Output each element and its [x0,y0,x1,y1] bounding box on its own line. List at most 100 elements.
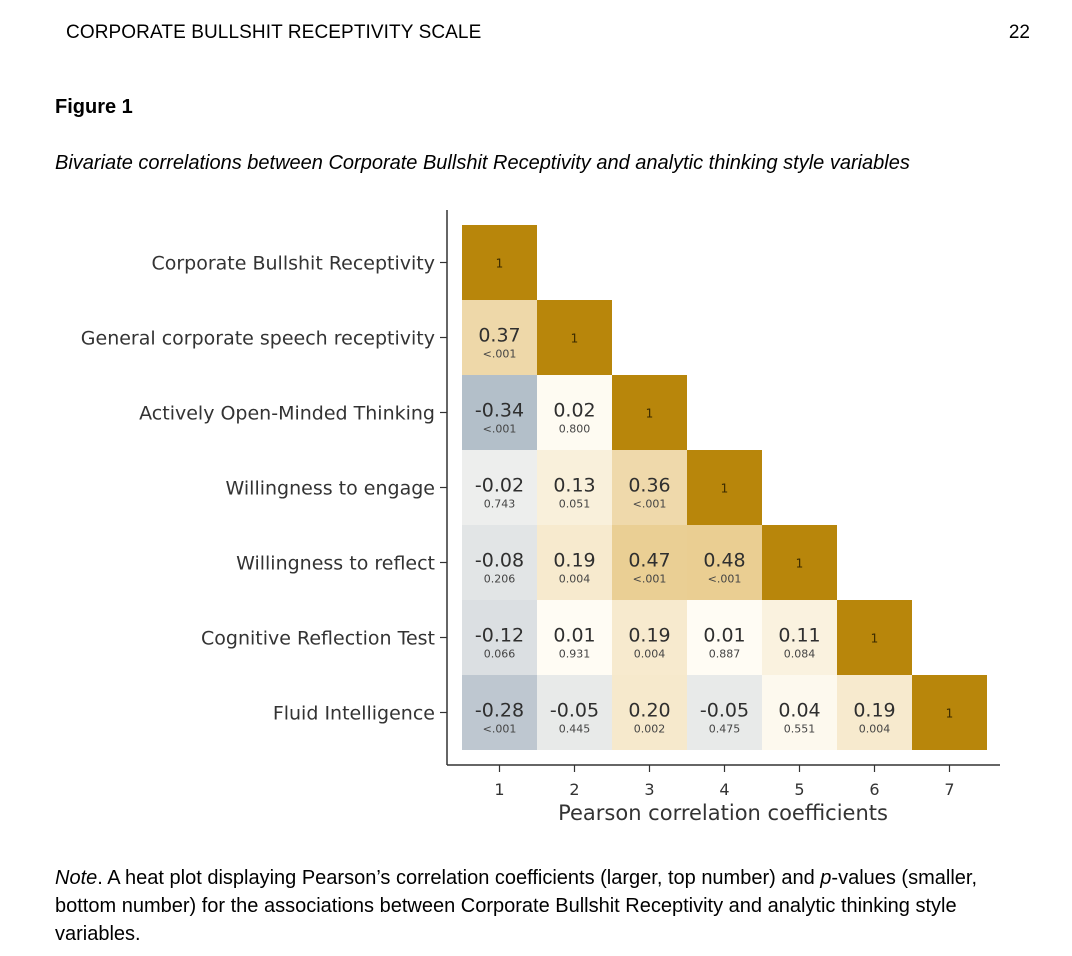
heatmap-cell [687,450,762,525]
cell-r-value: -0.05 [550,700,599,722]
heatmap-cell [612,675,687,750]
cell-r-value: 0.48 [703,550,745,572]
figure-note: Note. A heat plot displaying Pearson’s c… [55,864,1015,948]
cell-r-value: 1 [646,407,654,421]
y-tick-label: Corporate Bullshit Receptivity [151,253,435,275]
cell-r-value: 0.19 [853,700,895,722]
cell-p-value: 0.743 [484,498,516,511]
cell-p-value: 0.551 [784,723,816,736]
cell-r-value: 1 [721,482,729,496]
y-tick-label: Fluid Intelligence [273,703,435,725]
note-p-italic: p [820,867,832,889]
x-tick-label: 5 [794,780,804,799]
cell-p-value: 0.051 [559,498,591,511]
cell-p-value: <.001 [483,423,517,436]
running-head: CORPORATE BULLSHIT RECEPTIVITY SCALE [66,22,482,43]
heatmap-cell [762,525,837,600]
x-tick-label: 6 [869,780,879,799]
heatmap-cell [537,300,612,375]
cell-p-value: <.001 [633,573,667,586]
x-tick-label: 1 [494,780,504,799]
cell-r-value: 1 [871,632,879,646]
note-text-1: . A heat plot displaying Pearson’s corre… [97,867,821,889]
cell-r-value: -0.05 [700,700,749,722]
cell-p-value: 0.004 [559,573,591,586]
cell-r-value: 0.36 [628,475,670,497]
page-number: 22 [1008,22,1030,43]
heatmap-cell [762,600,837,675]
cell-r-value: -0.12 [475,625,524,647]
cell-p-value: <.001 [633,498,667,511]
figure-label: Figure 1 [55,96,133,118]
cell-p-value: <.001 [483,723,517,736]
heatmap-cell [462,300,537,375]
cell-r-value: 0.01 [703,625,745,647]
heatmap-cell [687,675,762,750]
cell-r-value: 0.19 [553,550,595,572]
heatmap-cell [462,525,537,600]
heatmap-cell [612,525,687,600]
note-lead: Note [55,867,98,889]
heatmap-cell [687,525,762,600]
heatmap-cell [462,675,537,750]
cell-r-value: 0.47 [628,550,670,572]
heatmap-cell [762,675,837,750]
x-tick-label: 2 [569,780,579,799]
heatmap-cell [687,600,762,675]
cell-p-value: 0.084 [784,648,816,661]
cell-r-value: 0.11 [778,625,820,647]
cell-r-value: 0.20 [628,700,670,722]
y-tick-label: Willingness to reflect [236,553,435,575]
x-axis-label: Pearson correlation coefficients [558,801,888,825]
y-tick-label: General corporate speech receptivity [81,328,435,350]
cell-p-value: 0.475 [709,723,741,736]
heatmap-cell [537,450,612,525]
cell-r-value: 0.04 [778,700,820,722]
heatmap-cell [537,600,612,675]
note-text-2: -values (smaller, bottom number) for the… [55,867,978,945]
heatmap-cell [462,375,537,450]
cell-p-value: 0.445 [559,723,591,736]
cell-r-value: 0.01 [553,625,595,647]
cell-p-value: 0.206 [484,573,516,586]
heatmap-cell [537,375,612,450]
cell-p-value: 0.066 [484,648,516,661]
heatmap-cell [837,600,912,675]
heatmap-cell [912,675,987,750]
figure-title: Bivariate correlations between Corporate… [55,152,910,174]
cell-r-value: 1 [496,257,504,271]
cell-p-value: 0.004 [634,648,666,661]
cell-p-value: 0.002 [634,723,666,736]
heatmap-cell [837,675,912,750]
cell-r-value: 0.19 [628,625,670,647]
cell-r-value: -0.08 [475,550,524,572]
heatmap-cell [462,225,537,300]
heatmap-cell [537,525,612,600]
cell-p-value: 0.800 [559,423,591,436]
heatmap-cell [612,450,687,525]
heatmap-cell [462,450,537,525]
cell-r-value: -0.34 [475,400,524,422]
correlation-heatmap: 1 0.37 <.001 1 -0.34 <.001 0.02 0.800 1 -0.02 0.74… [0,200,1072,840]
cell-p-value: 0.887 [709,648,741,661]
cell-r-value: -0.28 [475,700,524,722]
cell-r-value: 0.37 [478,325,520,347]
y-tick-label: Actively Open-Minded Thinking [139,403,435,425]
cell-p-value: 0.931 [559,648,591,661]
heatmap-cell [537,675,612,750]
cell-p-value: 0.004 [859,723,891,736]
y-tick-label: Cognitive Reflection Test [201,628,435,650]
heatmap-cell [612,600,687,675]
cell-p-value: <.001 [708,573,742,586]
x-tick-label: 4 [719,780,729,799]
cell-r-value: 1 [946,707,954,721]
x-tick-label: 7 [944,780,954,799]
cell-p-value: <.001 [483,348,517,361]
x-tick-label: 3 [644,780,654,799]
cell-r-value: 0.13 [553,475,595,497]
heatmap-svg: 10.37<.0011-0.34<.0010.020.8001-0.020.74… [81,210,1000,825]
cell-r-value: 0.02 [553,400,595,422]
heatmap-cell [612,375,687,450]
heatmap-cell [462,600,537,675]
y-tick-label: Willingness to engage [226,478,435,500]
